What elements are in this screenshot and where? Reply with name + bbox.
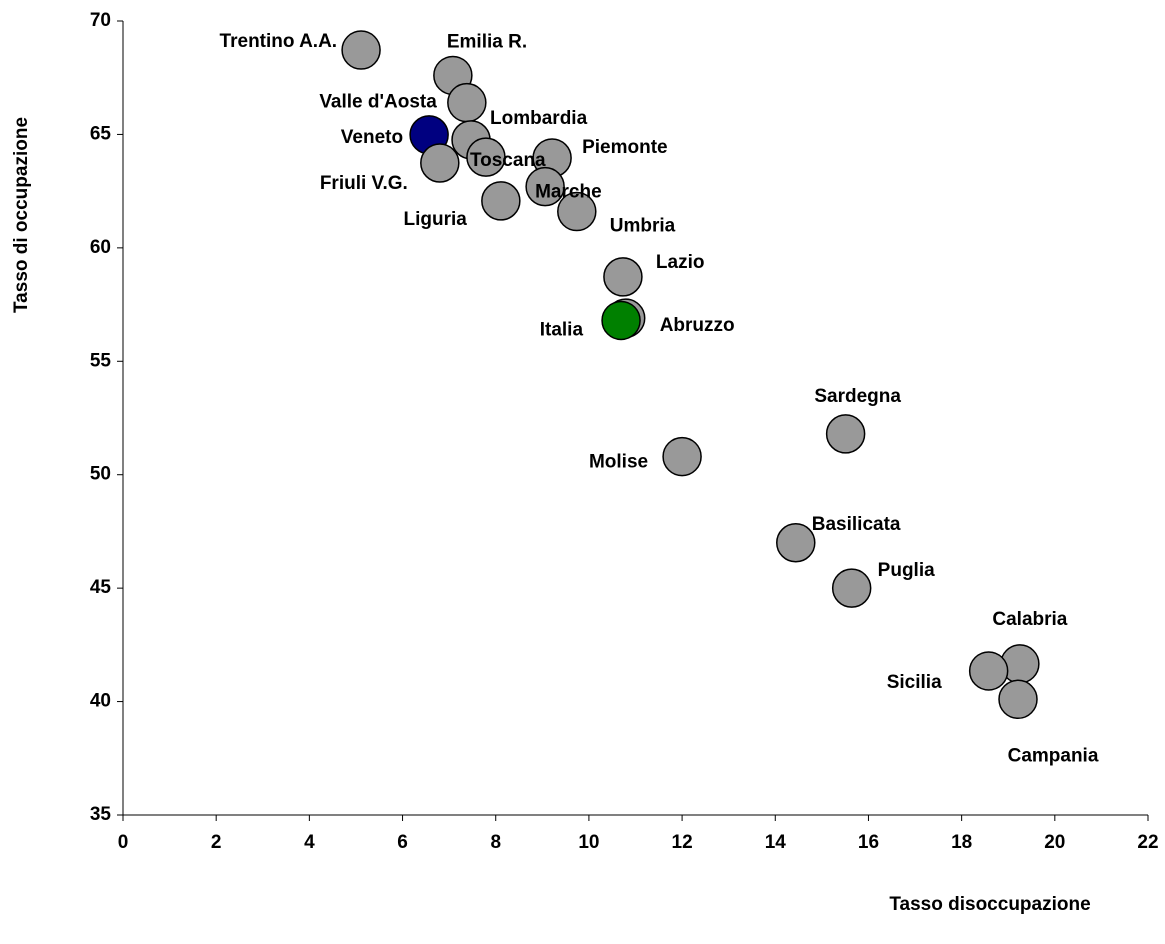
point-label: Lombardia xyxy=(490,108,588,129)
bubble xyxy=(825,414,866,454)
y-tick-label: 45 xyxy=(90,577,112,598)
x-axis-title: Tasso disoccupazione xyxy=(889,894,1090,915)
x-tick-label: 16 xyxy=(858,832,879,853)
bubble xyxy=(447,82,487,123)
bubble xyxy=(998,679,1038,720)
point-label: Basilicata xyxy=(812,514,901,535)
y-axis-title: Tasso di occupazione xyxy=(11,117,32,313)
bubble xyxy=(557,191,597,232)
bubble xyxy=(603,257,643,297)
x-tick-label: 2 xyxy=(211,832,222,853)
y-tick-label: 35 xyxy=(90,804,112,825)
y-tick-label: 65 xyxy=(90,123,112,144)
y-tick-label: 55 xyxy=(90,350,112,371)
point-label: Liguria xyxy=(404,209,468,230)
bubble xyxy=(601,300,641,341)
bubble xyxy=(481,181,521,221)
y-tick-label: 60 xyxy=(90,237,111,258)
point-label: Molise xyxy=(589,452,648,473)
point-label: Marche xyxy=(535,182,602,203)
bubble xyxy=(662,436,702,477)
point-label: Friuli V.G. xyxy=(320,173,408,194)
x-tick-label: 6 xyxy=(397,832,408,853)
x-tick-label: 22 xyxy=(1137,832,1158,853)
bubble xyxy=(776,523,816,563)
point-label: Sicilia xyxy=(887,672,942,693)
bubble xyxy=(525,166,565,207)
bubble xyxy=(831,568,872,608)
point-label: Veneto xyxy=(341,127,403,148)
point-label: Trentino A.A. xyxy=(220,31,338,52)
y-tick-label: 70 xyxy=(90,10,111,31)
point-label: Toscana xyxy=(470,150,546,171)
x-tick-label: 20 xyxy=(1044,832,1065,853)
y-tick-label: 40 xyxy=(90,691,111,712)
point-label: Campania xyxy=(1008,745,1099,766)
point-label: Sardegna xyxy=(814,386,901,407)
point-label: Umbria xyxy=(610,216,676,237)
bubble xyxy=(968,651,1009,691)
x-tick-label: 0 xyxy=(118,832,129,853)
x-tick-label: 12 xyxy=(672,832,693,853)
bubble xyxy=(466,137,506,177)
x-tick-label: 18 xyxy=(951,832,972,853)
point-label: Piemonte xyxy=(582,137,668,158)
point-label: Lazio xyxy=(656,252,705,273)
y-tick-label: 50 xyxy=(90,464,111,485)
point-label: Calabria xyxy=(992,609,1067,630)
x-tick-label: 14 xyxy=(765,832,787,853)
bubble xyxy=(420,143,460,183)
x-tick-label: 4 xyxy=(304,832,315,853)
bubble xyxy=(341,30,381,70)
point-label: Abruzzo xyxy=(660,315,735,336)
point-label: Valle d'Aosta xyxy=(319,92,437,113)
point-label: Puglia xyxy=(878,560,935,581)
x-tick-label: 8 xyxy=(490,832,501,853)
point-label: Emilia R. xyxy=(447,31,527,52)
point-label: Italia xyxy=(540,319,584,340)
x-tick-label: 10 xyxy=(578,832,599,853)
